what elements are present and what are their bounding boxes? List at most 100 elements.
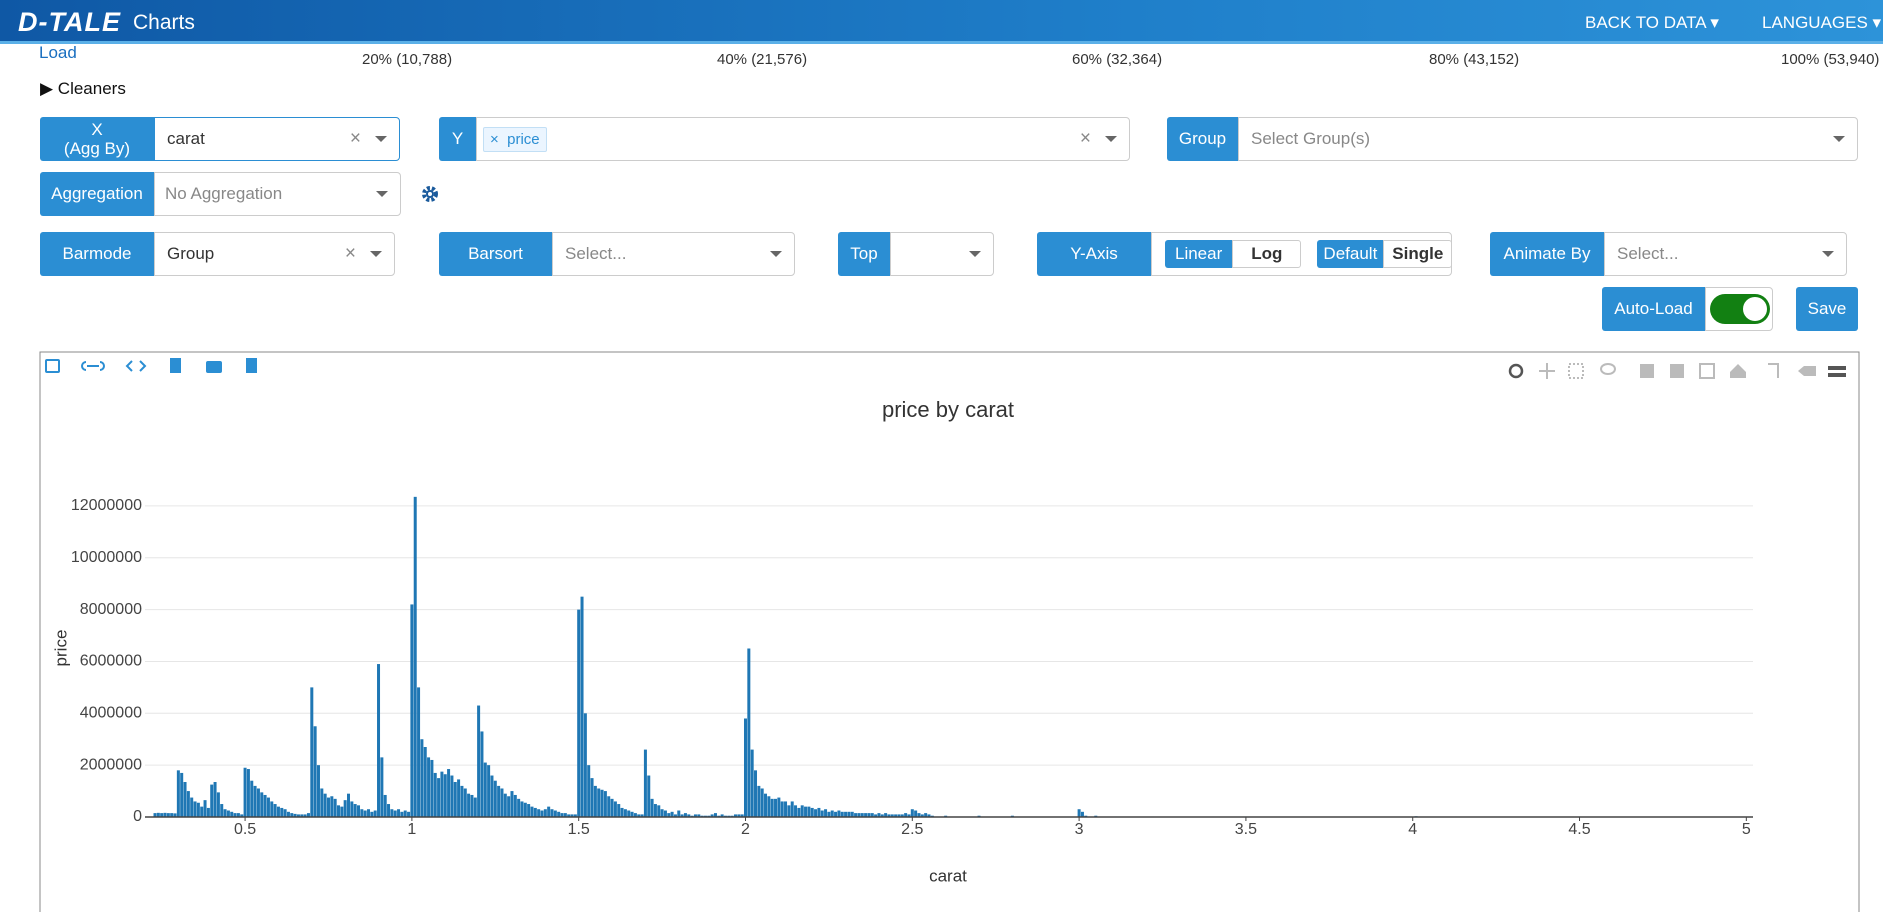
y-select[interactable]: × price × (476, 117, 1130, 161)
lasso-icon[interactable] (1600, 363, 1616, 375)
bar (597, 788, 601, 817)
bar (343, 800, 347, 817)
top-select[interactable] (890, 232, 994, 276)
barmode-select[interactable]: Group × (154, 232, 395, 276)
hover-closest-icon[interactable] (1798, 366, 1816, 376)
bar (884, 813, 888, 817)
animate-label: Animate By (1490, 232, 1604, 276)
bar (186, 791, 190, 817)
single-button[interactable]: Single (1383, 240, 1453, 268)
csv-icon[interactable] (246, 358, 257, 373)
bar (567, 814, 571, 817)
autoload-toggle[interactable] (1705, 287, 1773, 331)
bar (670, 811, 674, 817)
bar (817, 807, 821, 817)
bar (517, 798, 521, 817)
animate-select[interactable]: Select... (1604, 232, 1847, 276)
bar (1077, 809, 1081, 817)
bar (667, 813, 671, 817)
languages[interactable]: LANGUAGES ▾ (1762, 13, 1882, 32)
x-tick-label: 4 (1408, 821, 1417, 838)
bar (904, 813, 908, 817)
page-title: Charts (133, 11, 195, 34)
bar (874, 814, 878, 817)
bar (797, 807, 801, 817)
select-icon[interactable] (1568, 363, 1584, 379)
bar (844, 811, 848, 817)
cleaners-toggle[interactable]: ▶ Cleaners (40, 79, 126, 98)
bar (693, 814, 697, 817)
bar (160, 813, 164, 817)
bar (243, 767, 247, 817)
x-select[interactable]: carat × (154, 117, 400, 161)
aggregation-select[interactable]: No Aggregation (154, 172, 401, 216)
bar (480, 731, 484, 817)
bar (246, 769, 250, 817)
bar (210, 784, 214, 817)
barsort-select[interactable]: Select... (552, 232, 795, 276)
bar (190, 797, 194, 817)
zoom-out-icon[interactable] (1670, 364, 1684, 378)
bar (347, 793, 351, 817)
bar (340, 806, 344, 817)
bar (166, 813, 170, 817)
bar (740, 814, 744, 817)
bar (236, 813, 240, 817)
bar (830, 810, 834, 817)
bar (447, 769, 451, 817)
progress-label: 100% (53,940) (1781, 51, 1880, 68)
bar (357, 805, 361, 817)
cleaners-text: Cleaners (57, 79, 126, 98)
group-select[interactable]: Select Group(s) (1238, 117, 1858, 161)
bar (403, 810, 407, 817)
barmode-value: Group (167, 244, 215, 263)
bar (643, 749, 647, 817)
bar (864, 813, 868, 817)
home-icon[interactable] (1730, 364, 1746, 378)
linear-button[interactable]: Linear (1165, 240, 1233, 268)
bar (570, 814, 574, 817)
bar (737, 814, 741, 817)
save-button[interactable]: Save (1796, 287, 1858, 331)
link-icon[interactable] (81, 361, 105, 371)
bar (824, 809, 828, 817)
export-icon[interactable] (170, 358, 181, 373)
bar (880, 814, 884, 817)
y-tag[interactable]: × price (483, 126, 547, 152)
pan-icon[interactable] (1539, 363, 1555, 379)
back-to-data[interactable]: BACK TO DATA ▾ (1585, 13, 1719, 32)
zoom-icon[interactable] (1508, 363, 1524, 379)
hover-compare-icon[interactable] (1828, 366, 1846, 377)
bar (487, 765, 491, 817)
default-button[interactable]: Default (1317, 240, 1384, 268)
logo[interactable]: D-TALE (18, 7, 121, 37)
yaxis-label: Y-Axis (1037, 232, 1151, 276)
progress-label: 40% (21,576) (717, 51, 808, 68)
bar (560, 813, 564, 817)
bar (733, 814, 737, 817)
bar (590, 778, 594, 817)
bar (653, 804, 657, 817)
code-icon[interactable] (125, 360, 147, 372)
animate-placeholder: Select... (1617, 244, 1679, 263)
log-button[interactable]: Log (1232, 240, 1302, 268)
zoom-in-icon[interactable] (1640, 364, 1654, 378)
bar (507, 796, 511, 817)
bar (610, 798, 614, 817)
chart-frame (39, 351, 1860, 912)
x-label: X (Agg By) (40, 117, 154, 161)
bar (283, 809, 287, 817)
popup-icon[interactable] (45, 359, 60, 373)
camera-icon[interactable] (206, 361, 222, 373)
bar (500, 788, 504, 817)
bar (450, 775, 454, 817)
top-label: Top (838, 232, 890, 276)
settings-icon[interactable] (421, 185, 439, 203)
bar (276, 806, 280, 817)
spike-icon[interactable] (1768, 363, 1779, 378)
bar (206, 807, 210, 817)
bar (757, 785, 761, 817)
bar (336, 805, 340, 817)
autoscale-icon[interactable] (1699, 363, 1715, 379)
bar (827, 811, 831, 817)
